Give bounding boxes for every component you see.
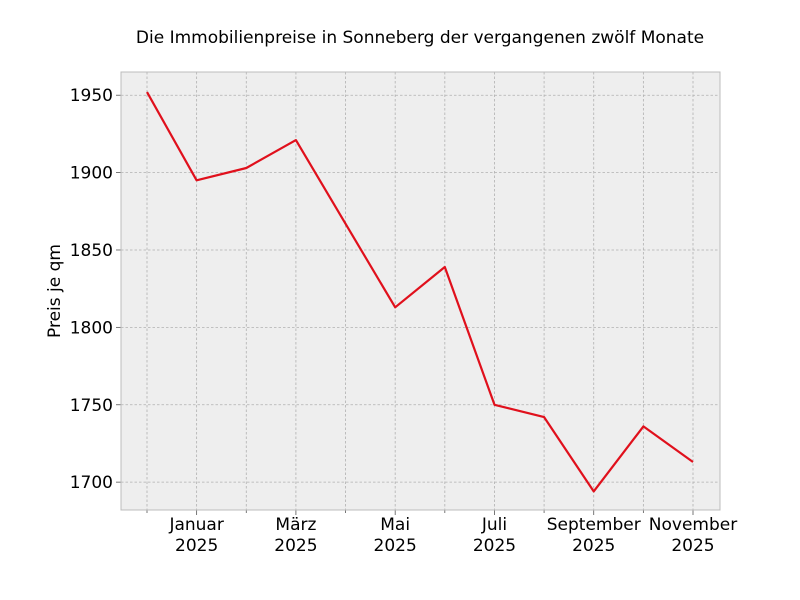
series-line bbox=[146, 91, 694, 493]
x-tick-label: 2025 bbox=[374, 536, 417, 556]
y-tick-label: 1700 bbox=[70, 473, 113, 493]
x-tick-label: November bbox=[649, 515, 737, 535]
plot-area bbox=[121, 72, 720, 510]
x-tick-label: 2025 bbox=[473, 536, 516, 556]
plot-border bbox=[120, 71, 721, 511]
x-tick-label: September bbox=[547, 515, 641, 535]
x-tick-label: 2025 bbox=[671, 536, 714, 556]
y-axis-label: Preis je qm bbox=[45, 244, 65, 338]
x-tick-label: Juli bbox=[481, 515, 507, 535]
chart-title: Die Immobilienpreise in Sonneberg der ve… bbox=[136, 28, 704, 48]
grid bbox=[121, 72, 720, 510]
x-tick-label: 2025 bbox=[175, 536, 218, 556]
x-tick-label: Mai bbox=[380, 515, 410, 535]
y-tick-label: 1850 bbox=[70, 241, 113, 261]
series-group bbox=[146, 91, 694, 493]
axis-ticks: Januar2025März2025Mai2025Juli2025Septemb… bbox=[70, 86, 737, 556]
y-tick-label: 1800 bbox=[70, 318, 113, 338]
x-tick-label: 2025 bbox=[572, 536, 615, 556]
x-tick-label: Januar bbox=[168, 515, 223, 535]
x-tick-label: März bbox=[275, 515, 316, 535]
y-tick-label: 1750 bbox=[70, 396, 113, 416]
y-tick-label: 1950 bbox=[70, 86, 113, 106]
y-tick-label: 1900 bbox=[70, 164, 113, 184]
x-tick-label: 2025 bbox=[274, 536, 317, 556]
